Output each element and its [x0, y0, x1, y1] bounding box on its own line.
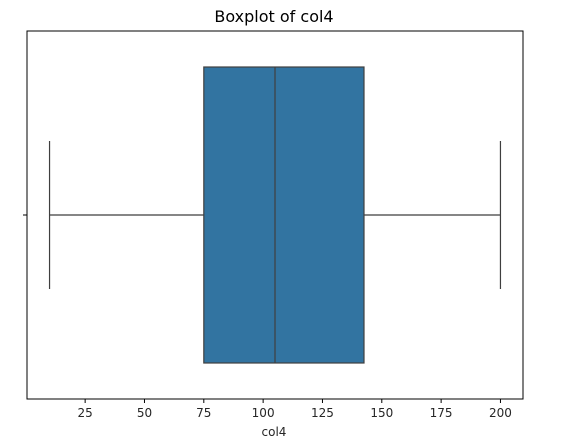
x-tick-label: 25	[78, 406, 93, 420]
x-tick-label: 50	[137, 406, 152, 420]
x-tick-label: 75	[196, 406, 211, 420]
box-plot-elements	[48, 66, 502, 364]
x-axis-ticks: 25 50 75 100 125 150 175 200	[78, 399, 512, 420]
x-tick-label: 200	[489, 406, 512, 420]
chart-title: Boxplot of col4	[214, 7, 333, 26]
x-tick-label: 175	[430, 406, 453, 420]
interquartile-box	[203, 66, 365, 364]
x-axis-label: col4	[262, 425, 287, 437]
x-tick-label: 100	[252, 406, 275, 420]
x-tick-label: 125	[311, 406, 334, 420]
x-tick-label: 150	[370, 406, 393, 420]
